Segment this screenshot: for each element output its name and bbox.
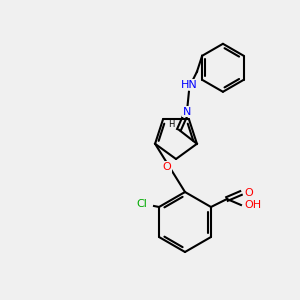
- Text: Cl: Cl: [136, 199, 147, 209]
- Text: OH: OH: [244, 200, 261, 210]
- Text: O: O: [162, 162, 171, 172]
- Text: HN: HN: [181, 80, 197, 90]
- Text: H: H: [169, 120, 175, 129]
- Text: O: O: [244, 188, 253, 198]
- Text: N: N: [183, 107, 191, 117]
